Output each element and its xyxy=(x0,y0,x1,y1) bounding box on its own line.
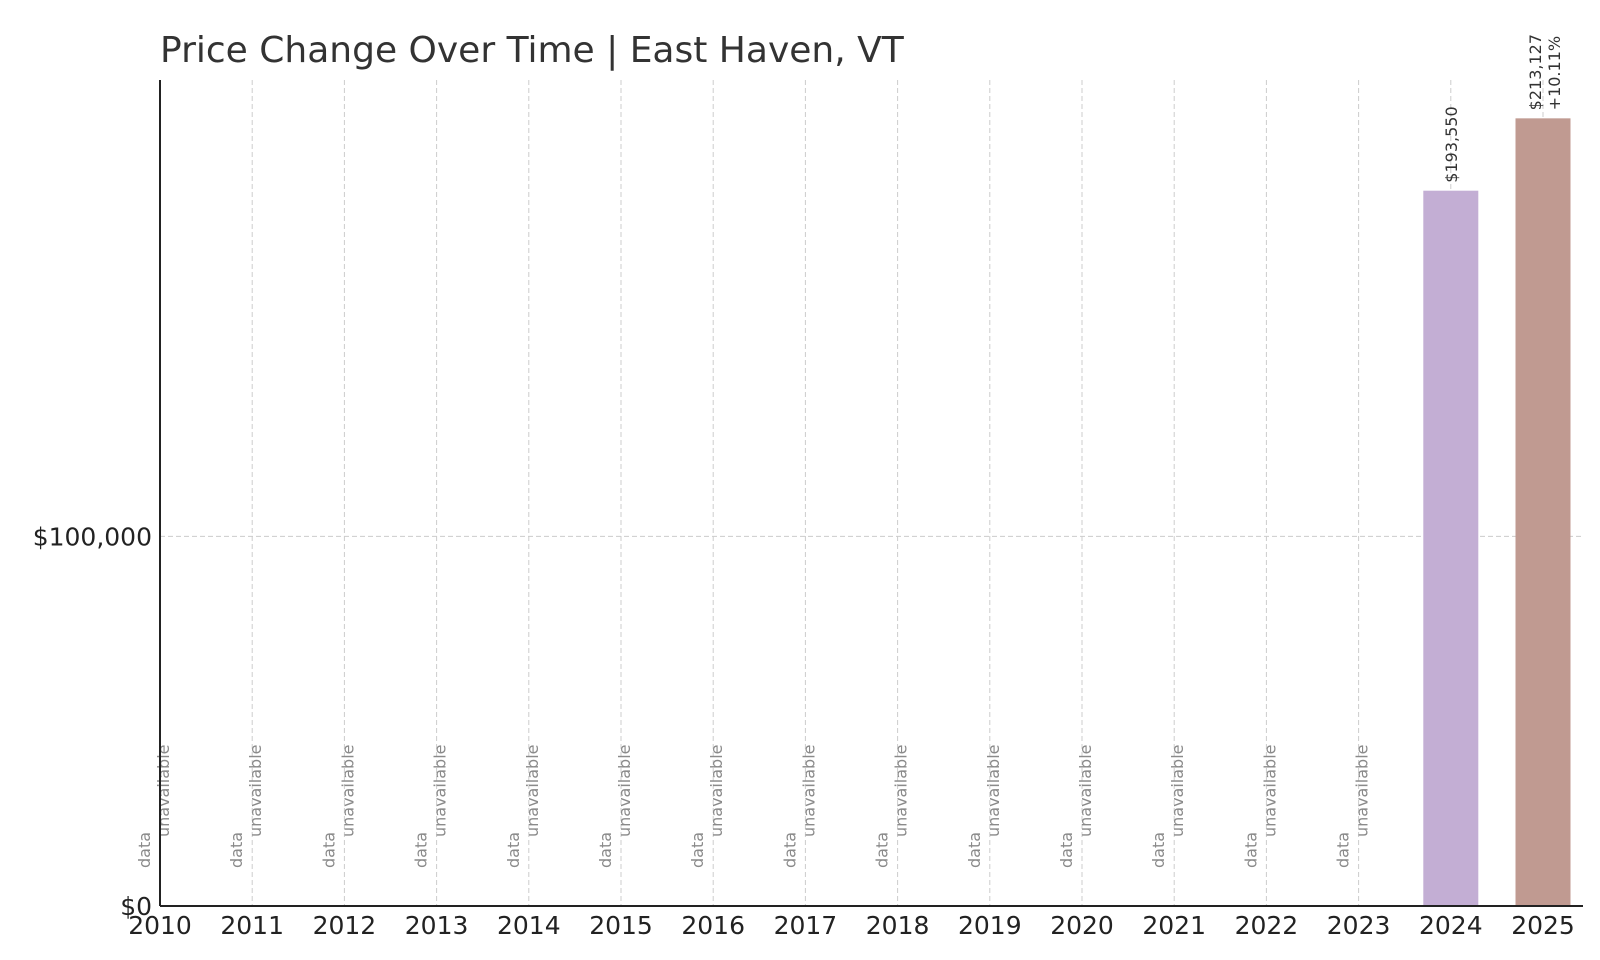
data-unavailable-line: data xyxy=(1241,832,1260,868)
bars xyxy=(1423,118,1571,907)
data-unavailable-line: unavailable xyxy=(154,745,173,838)
x-tick-label: 2014 xyxy=(497,911,561,940)
data-unavailable-line: data xyxy=(873,832,892,868)
data-unavailable-line: unavailable xyxy=(246,745,265,838)
tick-labels: $0 $100,000 2010 2011 2012 2013 2014 2015 2016 20… xyxy=(33,522,1575,940)
data-unavailable-label: dataunavailable xyxy=(504,745,542,869)
bar-labels: dataunavailabledataunavailabledataunavai… xyxy=(135,34,1564,868)
y-tick-label: $0 xyxy=(120,892,152,921)
x-tick-label: 2024 xyxy=(1419,911,1483,940)
x-tick-label: 2018 xyxy=(866,911,930,940)
data-unavailable-label: dataunavailable xyxy=(688,745,726,869)
data-unavailable-line: data xyxy=(135,832,154,868)
x-tick-label: 2022 xyxy=(1235,911,1299,940)
data-unavailable-label: dataunavailable xyxy=(1149,745,1187,869)
data-unavailable-line: unavailable xyxy=(707,745,726,838)
data-unavailable-line: unavailable xyxy=(1076,745,1095,838)
data-unavailable-line: unavailable xyxy=(799,745,818,838)
data-unavailable-line: data xyxy=(1149,832,1168,868)
x-tick-label: 2025 xyxy=(1511,911,1575,940)
data-unavailable-line: data xyxy=(1334,832,1353,868)
data-unavailable-line: data xyxy=(1057,832,1076,868)
bar-value-label: $213,127+10.11% xyxy=(1526,34,1564,110)
data-unavailable-line: data xyxy=(412,832,431,868)
data-unavailable-line: unavailable xyxy=(1168,745,1187,838)
bar-2024 xyxy=(1423,190,1479,907)
x-tick-label: 2015 xyxy=(589,911,653,940)
data-unavailable-line: unavailable xyxy=(338,745,357,838)
x-tick-label: 2016 xyxy=(681,911,745,940)
data-unavailable-label: dataunavailable xyxy=(135,745,173,869)
data-unavailable-line: data xyxy=(319,832,338,868)
bar-change-line: +10.11% xyxy=(1545,36,1564,110)
data-unavailable-line: data xyxy=(780,832,799,868)
x-tick-label: 2011 xyxy=(220,911,284,940)
data-unavailable-line: unavailable xyxy=(892,745,911,838)
data-unavailable-line: data xyxy=(227,832,246,868)
x-tick-label: 2023 xyxy=(1327,911,1391,940)
data-unavailable-label: dataunavailable xyxy=(319,745,357,869)
bar-value-line: $213,127 xyxy=(1526,34,1545,110)
data-unavailable-line: data xyxy=(596,832,615,868)
x-tick-label: 2013 xyxy=(405,911,469,940)
data-unavailable-label: dataunavailable xyxy=(873,745,911,869)
data-unavailable-line: unavailable xyxy=(615,745,634,838)
data-unavailable-label: dataunavailable xyxy=(596,745,634,869)
data-unavailable-label: dataunavailable xyxy=(1057,745,1095,869)
data-unavailable-line: unavailable xyxy=(523,745,542,838)
data-unavailable-line: data xyxy=(504,832,523,868)
x-tick-label: 2021 xyxy=(1142,911,1206,940)
data-unavailable-label: dataunavailable xyxy=(965,744,1003,868)
data-unavailable-line: unavailable xyxy=(984,744,1003,837)
data-unavailable-label: dataunavailable xyxy=(780,745,818,869)
data-unavailable-line: unavailable xyxy=(1353,745,1372,838)
chart-title: Price Change Over Time | East Haven, VT xyxy=(160,30,904,71)
bar-value-label: $193,550 xyxy=(1442,106,1461,182)
data-unavailable-label: dataunavailable xyxy=(1241,745,1279,869)
x-tick-label: 2017 xyxy=(774,911,838,940)
x-tick-label: 2020 xyxy=(1050,911,1114,940)
bar-2025 xyxy=(1515,118,1571,907)
axes xyxy=(159,80,1583,907)
data-unavailable-line: data xyxy=(688,832,707,868)
data-unavailable-label: dataunavailable xyxy=(227,745,265,869)
data-unavailable-line: unavailable xyxy=(1260,745,1279,838)
x-tick-label: 2012 xyxy=(313,911,377,940)
data-unavailable-label: dataunavailable xyxy=(1334,745,1372,869)
data-unavailable-label: dataunavailable xyxy=(412,745,450,869)
data-unavailable-line: data xyxy=(965,832,984,868)
x-tick-label: 2019 xyxy=(958,911,1022,940)
x-tick-label: 2010 xyxy=(128,911,192,940)
data-unavailable-line: unavailable xyxy=(431,745,450,838)
y-tick-label: $100,000 xyxy=(33,522,152,551)
